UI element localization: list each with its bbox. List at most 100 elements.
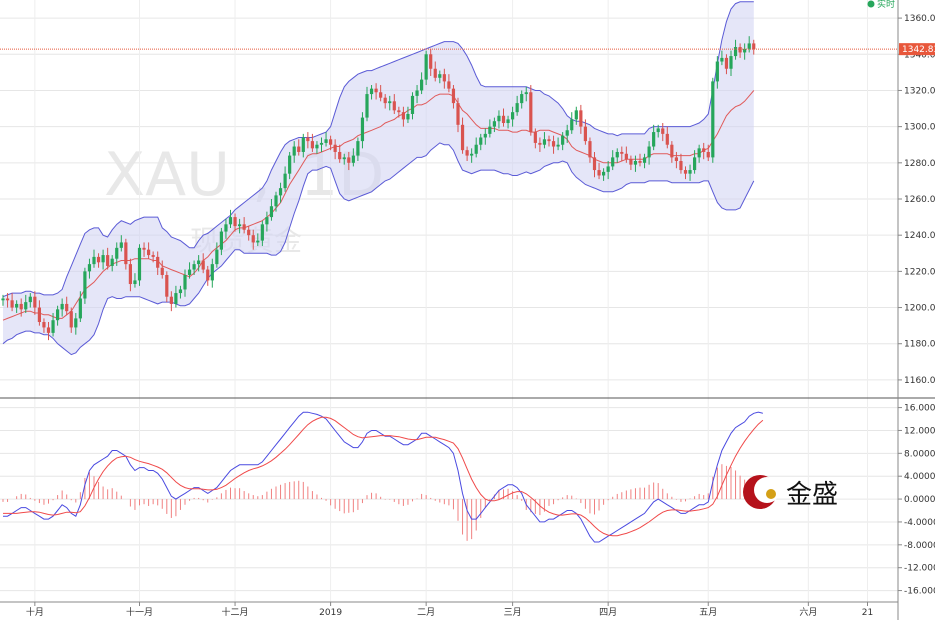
candle-body xyxy=(33,296,37,308)
candle-body xyxy=(365,94,369,118)
candle-body xyxy=(574,110,578,120)
candle-body xyxy=(242,224,246,230)
candle-body xyxy=(288,155,292,174)
candle-body xyxy=(611,157,615,167)
candle-body xyxy=(201,260,205,270)
candle-body xyxy=(183,274,187,290)
candle-body xyxy=(633,161,638,165)
candle-body xyxy=(65,303,69,312)
candle-body xyxy=(338,151,342,160)
candle-body xyxy=(451,88,456,104)
macd-signal-line xyxy=(3,416,764,537)
candle-body xyxy=(520,94,524,104)
candle-body xyxy=(169,296,173,304)
candle-body xyxy=(56,309,60,321)
candle-body xyxy=(238,224,242,227)
price-badge: 1342.83 xyxy=(899,43,935,56)
candle-body xyxy=(83,271,87,299)
candle-body xyxy=(247,229,251,236)
candle-body xyxy=(579,110,583,127)
macd-y-tick-label: -16.0000 xyxy=(904,587,935,597)
candle-body xyxy=(688,170,692,174)
candle-body xyxy=(597,170,601,176)
candle-body xyxy=(551,141,556,147)
candle-body xyxy=(297,146,301,152)
main-y-tick-label: 1180.00 xyxy=(904,340,935,350)
macd-y-tick-label: 4.0000 xyxy=(904,472,935,482)
candle-body xyxy=(743,48,747,53)
candle-body xyxy=(606,166,610,172)
candle-body xyxy=(383,97,387,104)
candle-body xyxy=(333,144,337,152)
candle-body xyxy=(661,128,665,134)
candle-body xyxy=(410,95,415,114)
main-y-tick-label: 1320.00 xyxy=(904,86,935,96)
candle-body xyxy=(624,153,628,160)
candle-body xyxy=(147,249,151,256)
macd-y-tick-label: -4.0000 xyxy=(904,518,935,528)
candle-body xyxy=(124,242,128,265)
candle-body xyxy=(19,303,23,310)
candle-body xyxy=(197,260,201,265)
x-tick-label: 21 xyxy=(862,608,873,618)
candle-body xyxy=(228,217,233,225)
candle-body xyxy=(187,269,192,275)
logo-coin-icon xyxy=(766,489,776,499)
candle-body xyxy=(679,161,683,171)
candle-body xyxy=(360,117,365,142)
candle-body xyxy=(329,139,333,145)
bollinger-middle-line xyxy=(2,90,755,321)
candle-body xyxy=(538,142,542,145)
candle-body xyxy=(724,57,729,69)
candle-body xyxy=(306,137,310,142)
candle-body xyxy=(397,110,401,113)
candle-body xyxy=(738,47,742,53)
candle-body xyxy=(488,126,492,134)
candle-body xyxy=(747,43,751,49)
candle-body xyxy=(501,115,506,124)
candle-body xyxy=(420,79,424,91)
x-tick-label: 四月 xyxy=(599,607,617,618)
candle-body xyxy=(119,242,123,248)
candle-body xyxy=(96,256,101,263)
candle-body xyxy=(156,256,160,268)
main-y-tick-label: 1220.00 xyxy=(904,267,935,277)
candle-body xyxy=(46,327,51,333)
x-tick-label: 2019 xyxy=(319,608,342,618)
macd-y-axis-ticks: 16.0000 12.0000 8.0000 4.0000 0.0000 -4.0000 -… xyxy=(898,404,935,597)
candle-body xyxy=(656,128,660,133)
macd-y-tick-label: 0.0000 xyxy=(904,495,935,505)
candle-body xyxy=(5,298,10,301)
candle-body xyxy=(142,247,146,250)
candle-body xyxy=(629,159,633,165)
candle-body xyxy=(251,235,255,243)
candle-body xyxy=(529,92,533,133)
macd-y-tick-label: 12.0000 xyxy=(904,426,935,436)
candle-body xyxy=(588,141,592,158)
candlestick-series xyxy=(1,36,756,341)
candle-body xyxy=(10,300,14,308)
candle-body xyxy=(683,170,688,174)
x-tick-label: 十一月 xyxy=(126,606,153,618)
candle-body xyxy=(492,121,496,127)
candle-body xyxy=(265,217,269,225)
candle-body xyxy=(106,255,110,266)
candle-body xyxy=(178,289,183,294)
candle-body xyxy=(433,68,437,78)
candle-body xyxy=(583,126,587,142)
candle-body xyxy=(87,264,92,272)
candle-body xyxy=(515,103,519,113)
x-tick-label: 六月 xyxy=(799,606,817,618)
candle-body xyxy=(592,157,597,171)
candle-body xyxy=(511,112,515,120)
candle-body xyxy=(506,119,510,124)
live-tag-text: 实时 xyxy=(877,0,895,10)
candle-body xyxy=(28,296,32,303)
candle-body xyxy=(278,188,283,196)
logo-text: 金盛 xyxy=(786,480,838,510)
candle-body xyxy=(438,74,442,78)
logo-emblem-cutout xyxy=(754,477,780,503)
candle-body xyxy=(315,144,319,149)
brand-logo: 金盛 xyxy=(743,475,838,510)
candle-body xyxy=(78,298,82,319)
